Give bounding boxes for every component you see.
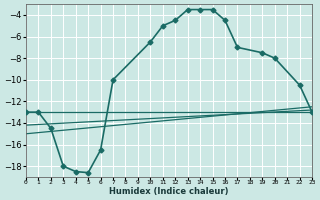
X-axis label: Humidex (Indice chaleur): Humidex (Indice chaleur) <box>109 187 229 196</box>
